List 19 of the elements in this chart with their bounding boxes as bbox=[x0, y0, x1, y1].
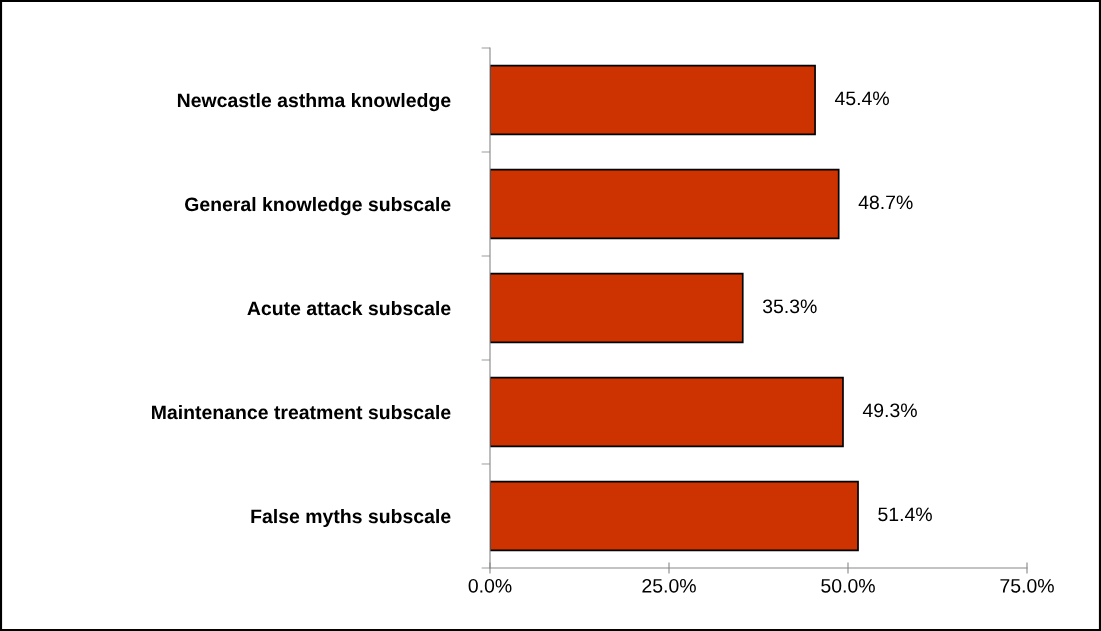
y-tick-label: Newcastle asthma knowledge bbox=[177, 92, 451, 112]
y-tick-label: Acute attack subscale bbox=[247, 300, 451, 316]
bar bbox=[490, 376, 844, 448]
data-label: 49.3% bbox=[862, 403, 917, 418]
bar bbox=[490, 272, 744, 344]
x-tick-label: 0.0% bbox=[468, 578, 512, 593]
y-tick-label: False myths subscale bbox=[251, 508, 451, 528]
data-label: 51.4% bbox=[878, 507, 932, 522]
data-label: 48.7% bbox=[858, 195, 913, 210]
bar bbox=[490, 168, 840, 240]
y-tick-label: General knowledge subscale bbox=[185, 196, 451, 216]
x-tick-label: 25.0% bbox=[642, 578, 696, 593]
x-tick-label: 75.0% bbox=[1000, 578, 1054, 593]
data-label: 35.3% bbox=[762, 299, 817, 314]
bar bbox=[490, 480, 859, 552]
bar bbox=[490, 64, 816, 136]
y-tick-label: Maintenance treatment subscale bbox=[152, 404, 451, 420]
x-tick-label: 50.0% bbox=[821, 578, 875, 593]
data-label: 45.4% bbox=[834, 91, 889, 106]
